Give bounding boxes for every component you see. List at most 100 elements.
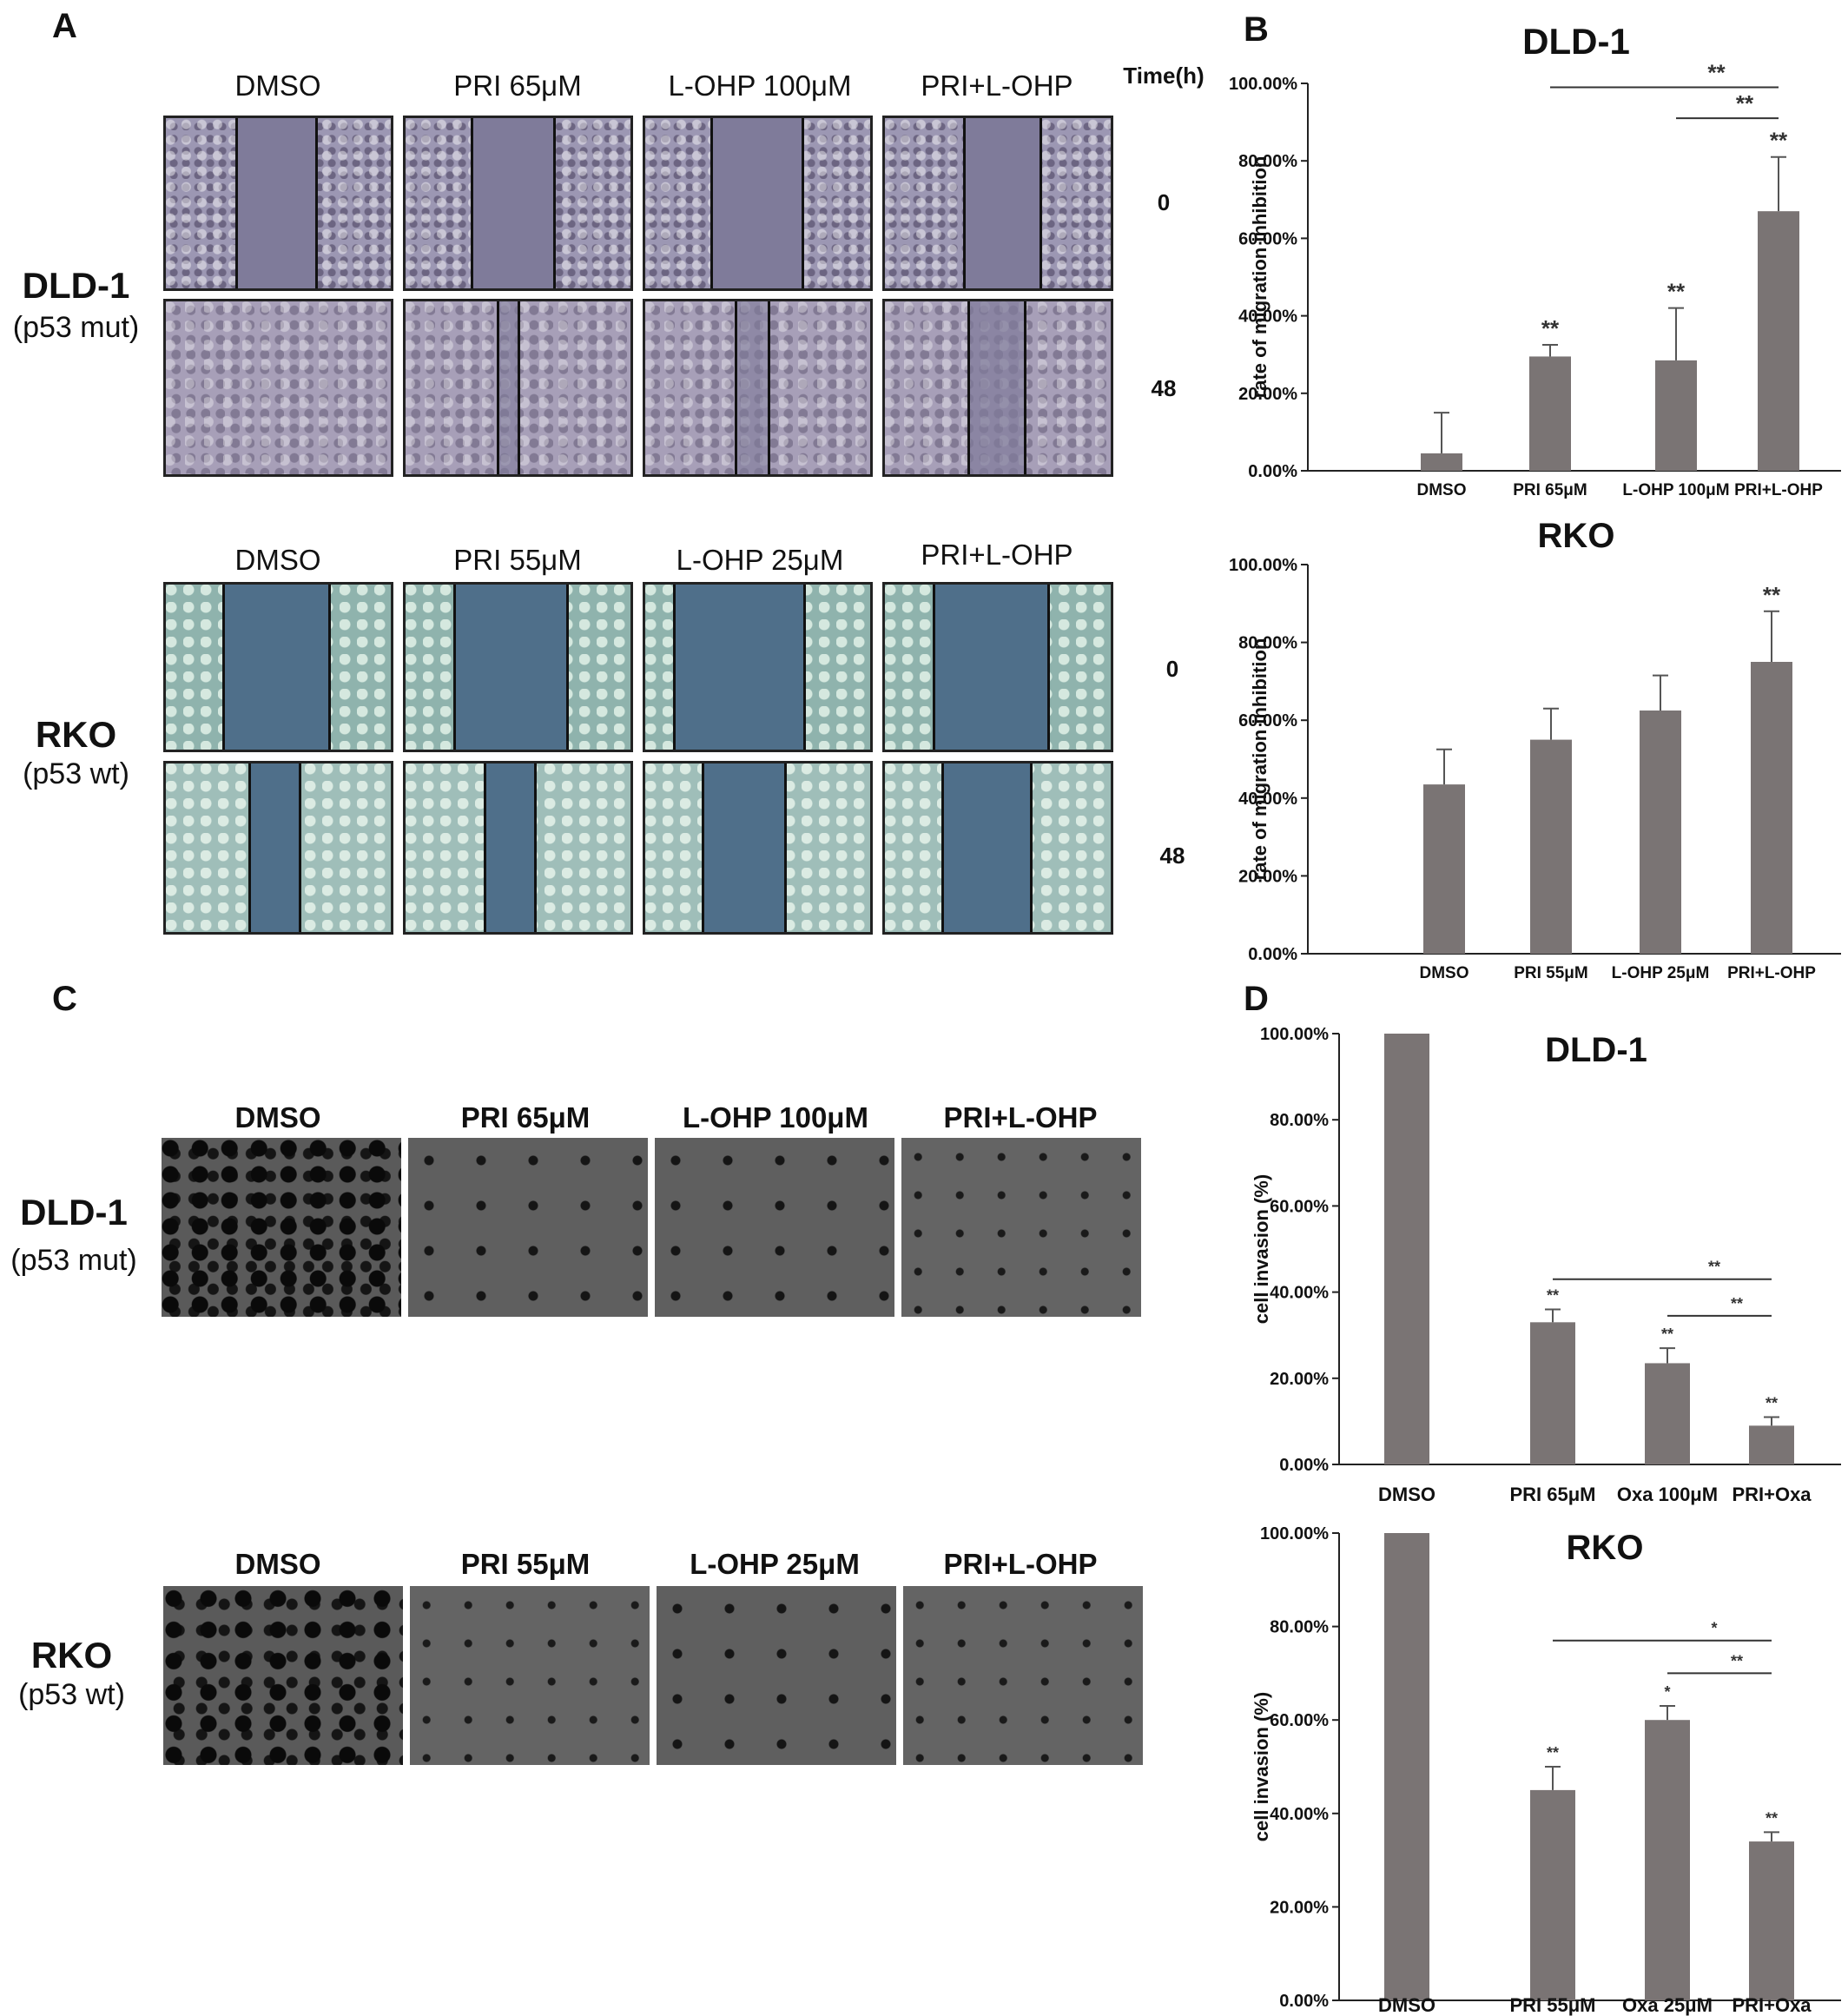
a-rko-col-combo: PRI+L-OHP [921, 539, 1073, 571]
a-dld-time-48: 48 [1151, 375, 1177, 401]
c-dld-pri-image [408, 1138, 648, 1317]
a-dld-col-lohp: L-OHP 100μM [668, 69, 852, 102]
b-top-category-label: L-OHP 100μM [1622, 481, 1729, 499]
c-dld-lohp-image [655, 1138, 894, 1317]
b-bottom-category-label: PRI+L-OHP [1727, 964, 1816, 982]
d-bottom-bar [1749, 1841, 1794, 2000]
d-top-ytick-label: 100.00% [1260, 1025, 1329, 1044]
d-top-ylabel: cell invasion (%) [1251, 1174, 1272, 1324]
a-rko-0h-dmso-image [163, 582, 393, 752]
b-bottom-ytick-label: 20.00% [1238, 867, 1297, 886]
b-bottom-bar [1530, 739, 1572, 954]
b-bottom-ytick-label: 40.00% [1238, 790, 1297, 809]
d-bottom-ytick-label: 60.00% [1270, 1711, 1329, 1730]
d-top-bar [1645, 1363, 1690, 1464]
c-dld-row-label: DLD-1 [20, 1192, 128, 1233]
a-rko-48h-combo-image [882, 761, 1113, 935]
d-bottom-ylabel: cell invasion (%) [1251, 1692, 1272, 1841]
c-rko-pri-image [410, 1586, 650, 1765]
c-rko-row-label: RKO [30, 1635, 113, 1676]
d-bottom-ytick-label: 100.00% [1260, 1524, 1329, 1543]
b-bottom-bar [1423, 784, 1465, 954]
d-top-category-label: DMSO [1378, 1484, 1436, 1505]
b-top-bar [1421, 453, 1462, 471]
d-bottom-category-label: PRI+Oxa [1732, 1994, 1812, 2016]
b-bottom-category-label: DMSO [1420, 964, 1469, 982]
d-bottom-category-label: DMSO [1378, 1994, 1436, 2016]
b-bottom-ylabel: rate of migration inhibition [1249, 638, 1270, 881]
a-dld-col-dmso: DMSO [234, 69, 321, 102]
b-top-category-label: PRI+L-OHP [1734, 481, 1823, 499]
d-top-category-label: PRI 65μM [1509, 1484, 1595, 1505]
c-rko-row-sub: (p53 wt) [18, 1678, 125, 1711]
d-top-comparison-mark: ** [1731, 1295, 1743, 1312]
a-dld-0h-dmso-image [163, 116, 393, 291]
d-bottom-significance-mark: * [1664, 1683, 1670, 1701]
c-rko-col-dmso: DMSO [234, 1548, 321, 1580]
a-rko-0h-lohp-image [643, 582, 873, 752]
b-bottom-ytick-label: 60.00% [1238, 711, 1297, 730]
a-rko-col-dmso: DMSO [234, 544, 321, 576]
b-top-title: DLD-1 [1522, 21, 1630, 62]
panel-letter-c: C [52, 980, 77, 1018]
b-top-category-label: PRI 65μM [1513, 481, 1587, 499]
a-dld-time-0: 0 [1157, 189, 1171, 215]
d-top-significance-mark: ** [1547, 1286, 1559, 1304]
a-dld-0h-pri-image [403, 116, 633, 291]
b-bottom-title: RKO [1538, 517, 1615, 555]
b-bottom-ytick-label: 100.00% [1229, 556, 1297, 575]
panel-letter-a: A [52, 7, 77, 45]
a-rko-row-sub: (p53 wt) [23, 757, 129, 790]
a-rko-48h-dmso-image [163, 761, 393, 935]
d-top-category-label: PRI+Oxa [1732, 1484, 1812, 1505]
b-top-bar [1758, 211, 1799, 471]
d-bottom-category-label: Oxa 25μM [1622, 1994, 1713, 2016]
b-top-significance-mark: ** [1541, 315, 1560, 341]
d-top-title: DLD-1 [1545, 1031, 1647, 1069]
c-dld-col-lohp: L-OHP 100μM [683, 1101, 868, 1134]
a-rko-col-pri: PRI 55μM [453, 544, 582, 576]
c-rko-lohp-image [657, 1586, 896, 1765]
b-top-ylabel: rate of migration inhibition [1249, 156, 1270, 399]
d-top-comparison-mark: ** [1708, 1259, 1720, 1276]
a-dld-48h-lohp-image [643, 299, 873, 477]
b-bottom-bar [1640, 711, 1681, 954]
b-top-category-label: DMSO [1417, 481, 1467, 499]
panel-letter-b: B [1244, 10, 1269, 49]
d-bottom-comparison-mark: ** [1731, 1652, 1743, 1669]
d-top-ytick-label: 0.00% [1279, 1456, 1329, 1475]
d-top-ytick-label: 40.00% [1270, 1284, 1329, 1303]
c-rko-combo-image [903, 1586, 1143, 1765]
b-top-bar [1655, 360, 1697, 471]
d-bottom-bar [1530, 1789, 1575, 2000]
d-top-ytick-label: 80.00% [1270, 1111, 1329, 1130]
a-dld-row-sub: (p53 mut) [12, 311, 140, 344]
d-top-ytick-label: 60.00% [1270, 1197, 1329, 1216]
b-bottom-significance-mark: ** [1763, 582, 1781, 608]
d-bottom-ytick-label: 40.00% [1270, 1805, 1329, 1824]
b-bottom-category-label: L-OHP 25μM [1612, 964, 1710, 982]
d-top-bar [1530, 1322, 1575, 1464]
a-dld-row-label: DLD-1 [22, 265, 130, 306]
c-rko-col-combo: PRI+L-OHP [943, 1548, 1098, 1580]
a-dld-48h-pri-image [403, 299, 633, 477]
b-top-ytick-label: 80.00% [1238, 152, 1297, 171]
b-bottom-bar [1751, 662, 1792, 954]
a-rko-48h-lohp-image [643, 761, 873, 935]
a-rko-0h-combo-image [882, 582, 1113, 752]
b-top-comparison-mark: ** [1707, 59, 1726, 85]
a-rko-0h-pri-image [403, 582, 633, 752]
a-dld-0h-lohp-image [643, 116, 873, 291]
c-dld-col-pri: PRI 65μM [460, 1101, 591, 1134]
a-time-header: Time(h) [1123, 63, 1204, 89]
b-top-ytick-label: 60.00% [1238, 229, 1297, 248]
c-dld-row-sub: (p53 mut) [10, 1244, 137, 1277]
a-rko-time-48: 48 [1159, 843, 1185, 869]
b-bottom-category-label: PRI 55μM [1514, 964, 1588, 982]
d-top-category-label: Oxa 100μM [1617, 1484, 1718, 1505]
b-top-comparison-mark: ** [1736, 90, 1754, 116]
b-top-significance-mark: ** [1770, 128, 1788, 154]
d-bottom-bar [1645, 1720, 1690, 2000]
b-top-ytick-label: 20.00% [1238, 385, 1297, 404]
